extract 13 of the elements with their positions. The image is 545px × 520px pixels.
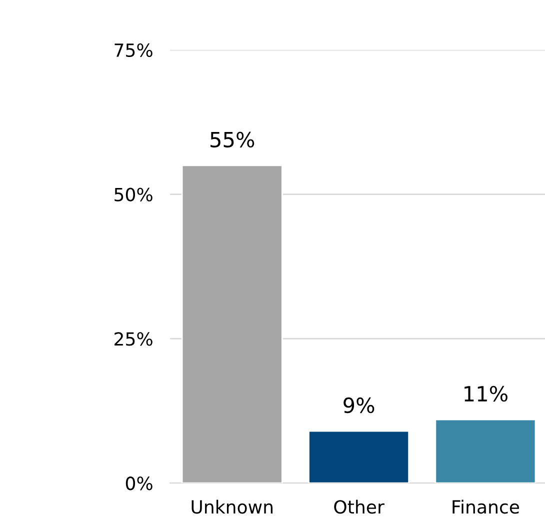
bar [308,430,410,484]
data-label: 9% [344,397,374,414]
bar [434,418,536,484]
y-tick-label: 50% [114,188,152,202]
x-tick-label: Unknown [192,500,272,514]
y-tick-label: 0% [126,476,152,490]
y-tick-label: 25% [114,332,152,346]
data-label: 55% [210,132,254,148]
data-label: 11% [464,386,508,402]
y-tick-label: 75% [114,43,152,58]
bar [181,164,283,484]
x-tick-label: Finance [452,500,520,514]
x-tick-label: Other [334,500,384,514]
